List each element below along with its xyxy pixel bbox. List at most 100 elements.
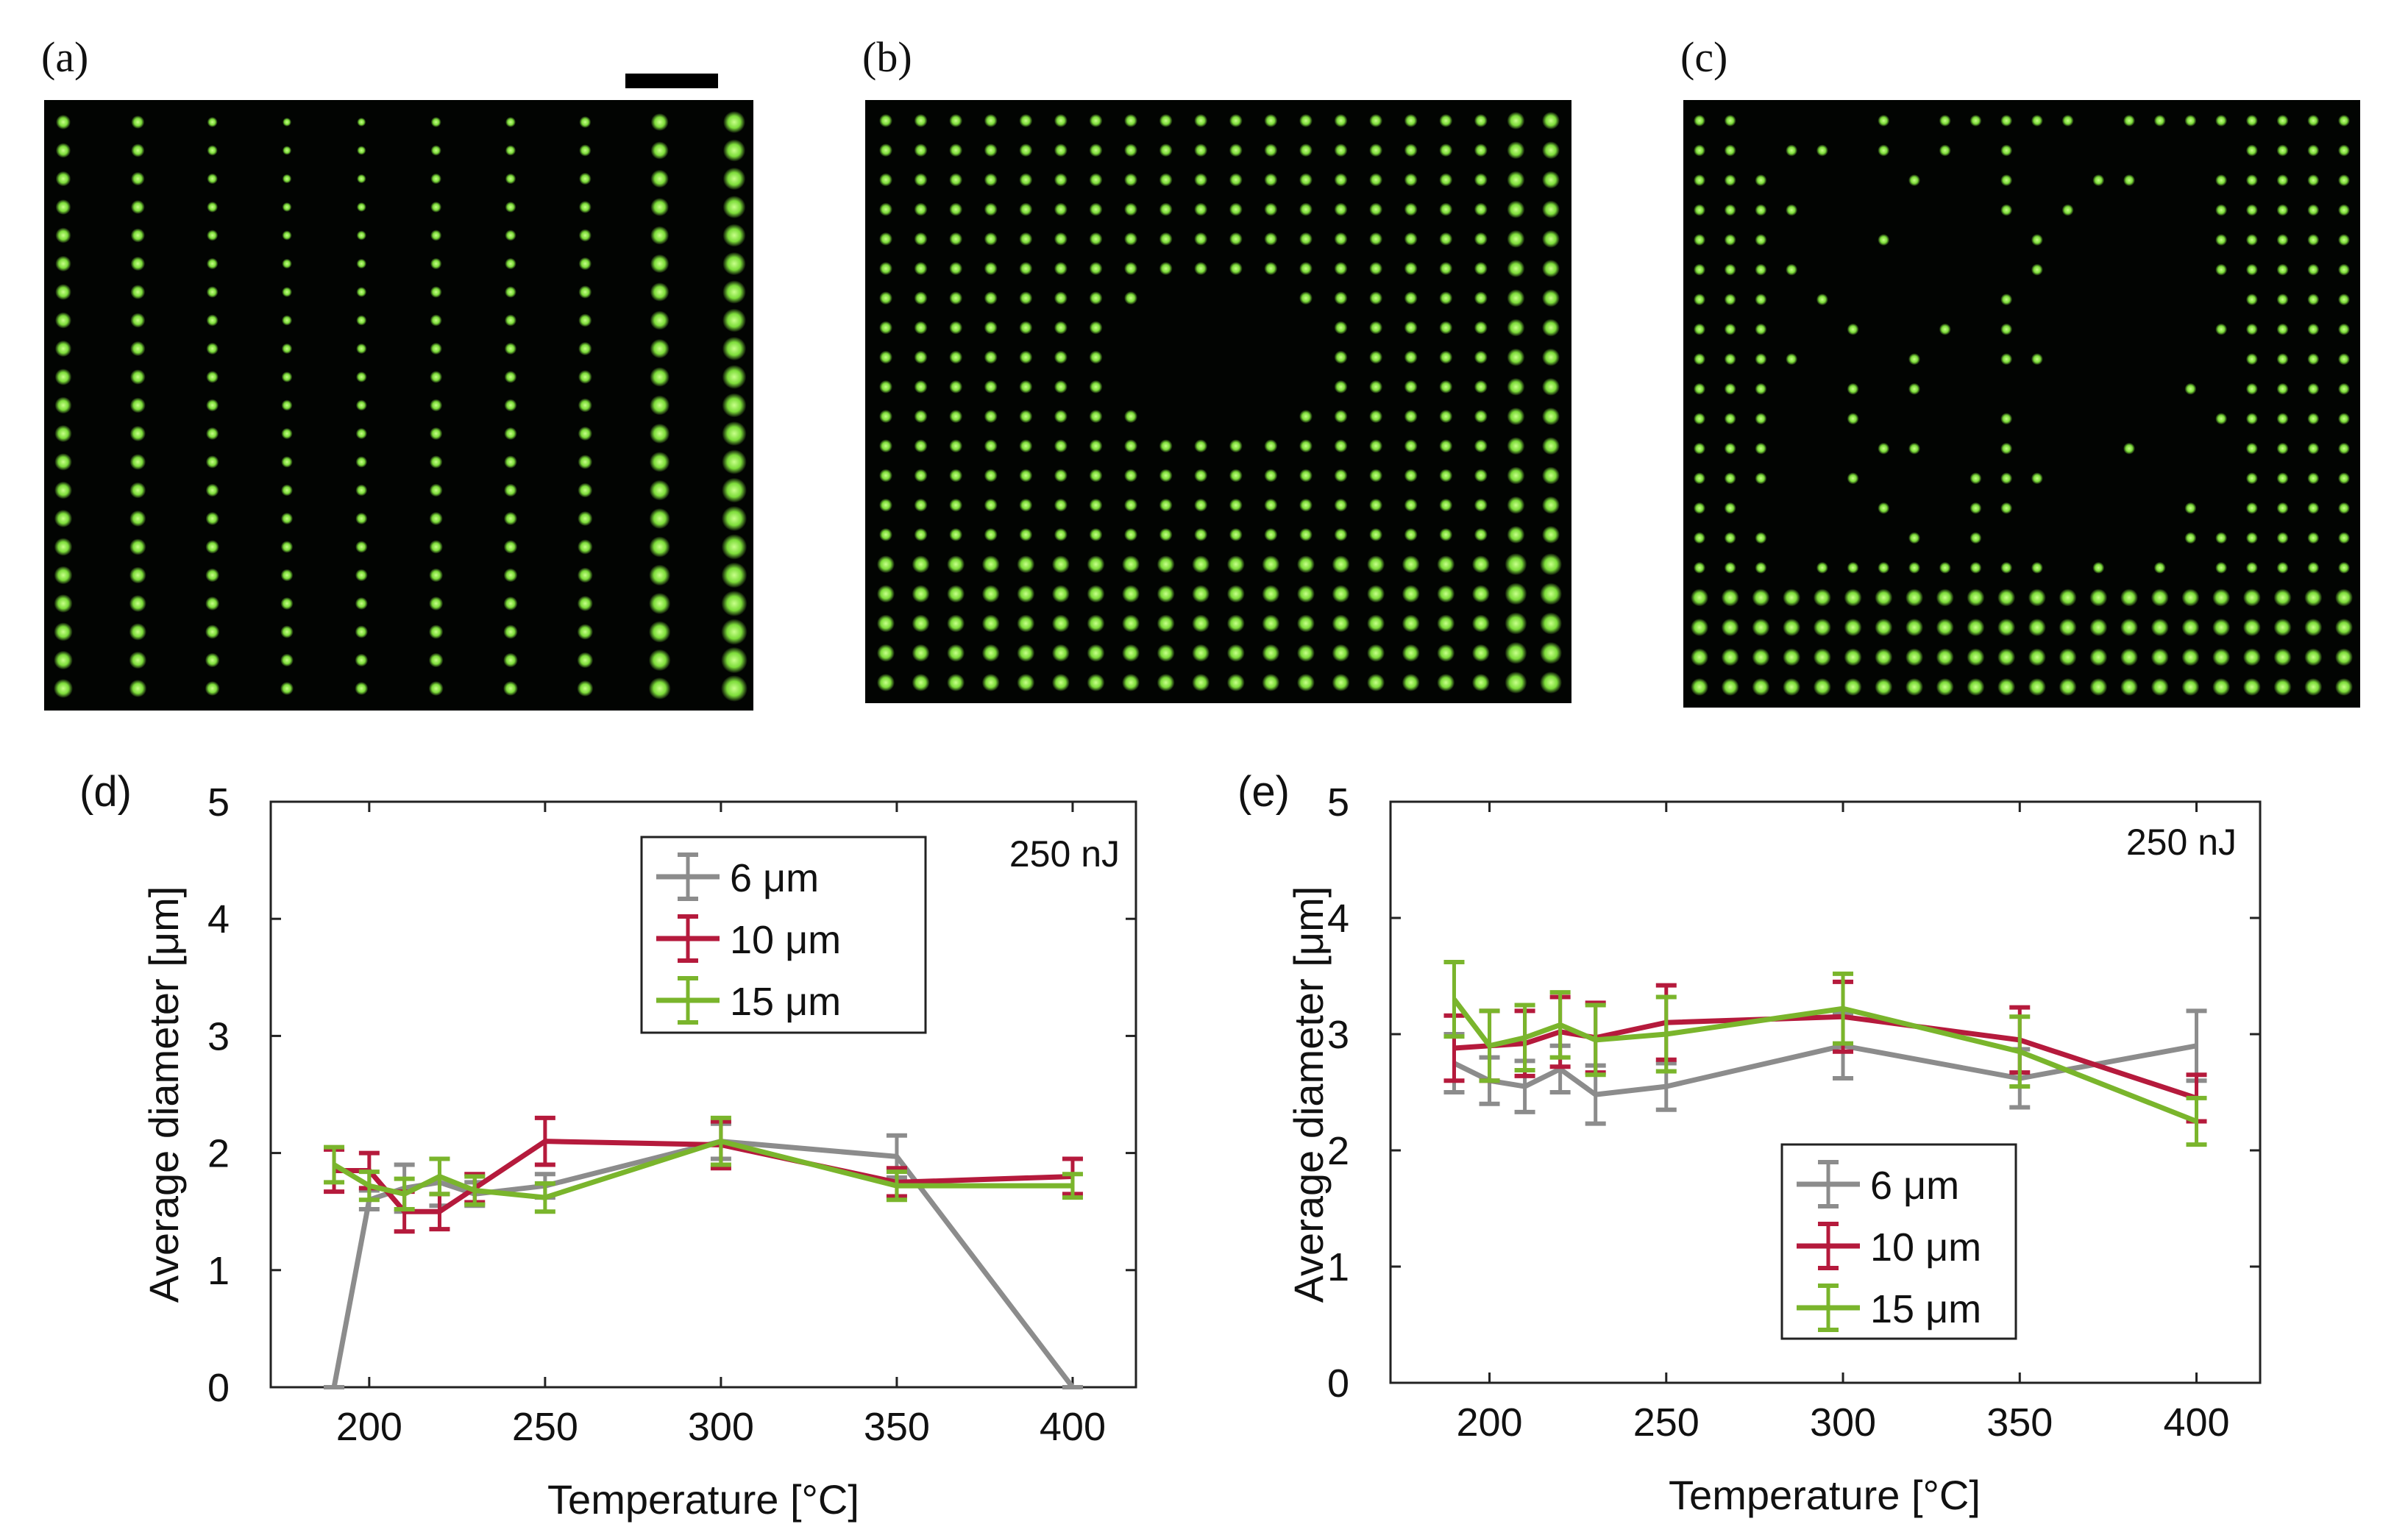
micro-dot bbox=[1755, 323, 1767, 335]
micro-dot bbox=[1369, 291, 1383, 305]
micro-dot bbox=[355, 682, 369, 695]
micro-dot bbox=[1474, 321, 1488, 335]
micro-dot bbox=[1124, 291, 1138, 305]
micro-dot bbox=[280, 597, 294, 610]
micro-dot bbox=[1694, 293, 1705, 306]
micro-dot bbox=[914, 527, 928, 541]
micro-dot bbox=[1471, 614, 1490, 633]
micro-dot bbox=[1369, 232, 1383, 246]
micro-dot bbox=[2089, 588, 2108, 607]
micro-dot bbox=[55, 199, 71, 215]
micro-dot bbox=[1264, 143, 1278, 157]
micro-dot bbox=[1334, 173, 1348, 187]
micro-dot bbox=[1967, 678, 1985, 696]
micro-dot bbox=[130, 200, 145, 214]
micro-dot bbox=[2307, 174, 2320, 187]
micro-dot bbox=[2000, 204, 2013, 216]
micro-dot bbox=[1404, 350, 1418, 364]
micro-dot bbox=[281, 427, 293, 440]
micro-dot bbox=[1936, 678, 1954, 696]
micro-dot bbox=[1367, 614, 1385, 633]
micro-dot bbox=[1844, 648, 1862, 666]
micro-dot bbox=[1017, 555, 1035, 574]
micro-dot bbox=[1334, 527, 1348, 541]
micro-dot bbox=[1813, 678, 1831, 696]
micro-dot bbox=[1906, 678, 1923, 696]
micro-dot bbox=[1229, 469, 1243, 483]
micro-dot bbox=[430, 173, 441, 185]
micro-dot bbox=[1439, 498, 1453, 512]
micro-dot bbox=[356, 287, 367, 297]
micro-dot bbox=[1540, 641, 1562, 664]
micro-dot bbox=[428, 652, 444, 668]
micro-dot bbox=[355, 597, 368, 610]
micro-dot bbox=[129, 594, 146, 613]
micro-dot bbox=[1404, 410, 1418, 424]
micro-dot bbox=[1262, 614, 1280, 633]
micro-dot bbox=[1691, 678, 1708, 696]
micro-dot bbox=[984, 262, 998, 276]
micro-dot bbox=[2276, 174, 2289, 187]
micro-dot bbox=[1124, 143, 1138, 157]
micro-dot bbox=[2307, 502, 2320, 514]
micro-dot bbox=[1875, 648, 1893, 666]
micro-dot bbox=[504, 371, 517, 383]
micro-dot bbox=[206, 257, 219, 270]
micro-dot bbox=[578, 398, 592, 413]
micro-dot bbox=[578, 455, 593, 469]
micro-dot bbox=[1369, 439, 1383, 453]
micro-dot bbox=[2181, 648, 2200, 666]
micro-dot bbox=[1229, 114, 1243, 127]
micro-dot bbox=[1471, 674, 1490, 691]
micro-dot bbox=[1783, 678, 1801, 696]
micro-dot bbox=[947, 644, 965, 662]
micro-dot bbox=[2276, 263, 2289, 276]
x-tick-label: 200 bbox=[336, 1405, 402, 1449]
micro-dot bbox=[1439, 350, 1453, 364]
legend-item: 15 μm bbox=[1797, 1284, 1981, 1332]
micro-dot bbox=[2245, 353, 2258, 366]
micro-dot bbox=[1159, 439, 1173, 453]
micro-dot bbox=[206, 399, 219, 412]
micro-dot bbox=[1970, 561, 1982, 574]
micro-dot bbox=[130, 341, 146, 357]
micro-dot bbox=[1474, 410, 1488, 424]
micro-dot bbox=[1691, 618, 1708, 636]
micro-dot bbox=[355, 569, 368, 582]
micro-dot bbox=[282, 287, 292, 297]
micro-dot bbox=[984, 469, 998, 483]
micro-dot bbox=[1264, 527, 1278, 541]
micro-dot bbox=[1997, 618, 2016, 636]
micro-dot bbox=[649, 592, 671, 615]
micro-dot bbox=[1089, 202, 1103, 216]
micro-dot bbox=[1437, 644, 1455, 662]
micro-dot bbox=[1437, 674, 1455, 691]
micro-dot bbox=[1906, 618, 1923, 636]
series-6-μm bbox=[324, 1121, 1083, 1389]
micro-dot bbox=[1471, 585, 1490, 603]
micro-dot bbox=[1192, 674, 1210, 691]
micro-dot bbox=[1051, 674, 1070, 691]
micro-dot bbox=[430, 145, 441, 156]
micro-dot bbox=[1054, 527, 1068, 541]
micro-dot bbox=[1299, 143, 1313, 157]
micro-dot bbox=[1755, 442, 1767, 455]
micro-dot bbox=[1997, 648, 2016, 666]
micro-dot bbox=[504, 455, 517, 469]
micro-dot bbox=[1369, 173, 1383, 187]
micro-dot bbox=[1404, 498, 1418, 512]
micro-dot bbox=[355, 427, 367, 440]
micro-dot bbox=[1124, 173, 1138, 187]
micro-dot bbox=[2000, 472, 2013, 485]
micro-dot bbox=[131, 143, 145, 157]
micro-dot bbox=[578, 313, 592, 327]
micro-dot bbox=[1262, 585, 1280, 603]
micro-dot bbox=[1875, 678, 1893, 696]
y-tick-label: 2 bbox=[1327, 1129, 1349, 1173]
micro-dot bbox=[1334, 114, 1348, 127]
micro-dot bbox=[1296, 555, 1315, 574]
micro-dot bbox=[1089, 410, 1103, 424]
micro-dot bbox=[205, 624, 220, 639]
micro-dot bbox=[1755, 382, 1767, 395]
micro-dot bbox=[504, 427, 517, 441]
